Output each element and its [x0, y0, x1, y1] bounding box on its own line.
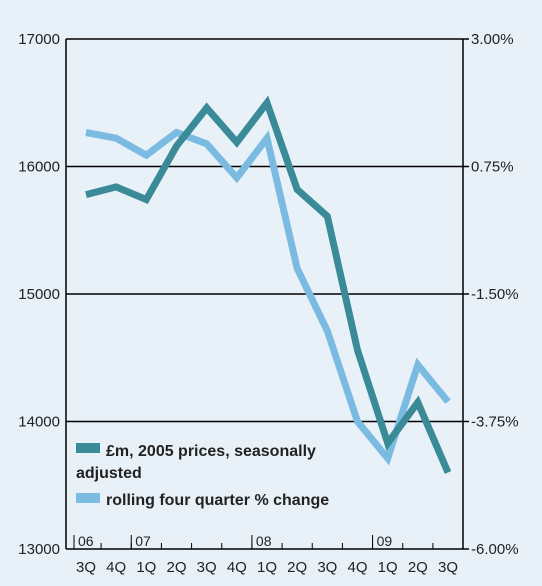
series-lines: [85, 95, 452, 474]
x-tick-label: 2Q: [287, 559, 307, 576]
legend-label-adjusted-line1: £m, 2005 prices, seasonally: [106, 443, 316, 460]
right-tick-label: 3.00%: [471, 31, 514, 48]
left-axis-ticks: 17000 16000 15000 14000 13000: [18, 31, 60, 558]
year-label: 08: [256, 533, 272, 549]
x-tick-label: 4Q: [347, 559, 367, 576]
series-line-left: [85, 95, 452, 474]
legend: £m, 2005 prices, seasonally adjusted rolli…: [76, 443, 329, 509]
right-axis-ticks: 3.00% 0.75% -1.50% -3.75% -6.00%: [463, 31, 519, 558]
x-tick-label: 3Q: [317, 559, 337, 576]
legend-label-adjusted-line2: adjusted: [76, 465, 142, 482]
right-tick-label: -6.00%: [471, 541, 519, 558]
right-tick-label: 0.75%: [471, 159, 514, 176]
x-tick-label: 1Q: [378, 559, 398, 576]
left-tick-label: 17000: [18, 31, 60, 48]
left-tick-label: 14000: [18, 414, 60, 431]
x-tick-label: 3Q: [438, 559, 458, 576]
x-tick-label: 4Q: [106, 559, 126, 576]
x-tick-label: 2Q: [408, 559, 428, 576]
x-tick-label: 4Q: [227, 559, 247, 576]
x-tick-label: 3Q: [76, 559, 96, 576]
legend-label-change: rolling four quarter % change: [106, 492, 329, 509]
year-labels: 06 07 08 09: [73, 533, 393, 549]
legend-swatch-change: [76, 493, 100, 503]
legend-swatch-adjusted: [76, 443, 100, 453]
x-tick-label: 1Q: [257, 559, 277, 576]
year-label: 09: [377, 533, 393, 549]
left-tick-label: 13000: [18, 541, 60, 558]
x-axis-ticks: 3Q 4Q 1Q 2Q 3Q 4Q 1Q 2Q 3Q 4Q 1Q 2Q 3Q: [76, 543, 458, 576]
x-tick-label: 3Q: [197, 559, 217, 576]
left-tick-label: 15000: [18, 286, 60, 303]
left-tick-label: 16000: [18, 159, 60, 176]
right-tick-label: -1.50%: [471, 286, 519, 303]
x-tick-label: 2Q: [166, 559, 186, 576]
right-tick-label: -3.75%: [471, 414, 519, 431]
x-tick-label: 1Q: [136, 559, 156, 576]
year-label: 07: [135, 533, 151, 549]
series-line-right: [85, 128, 451, 466]
year-label: 06: [78, 533, 94, 549]
